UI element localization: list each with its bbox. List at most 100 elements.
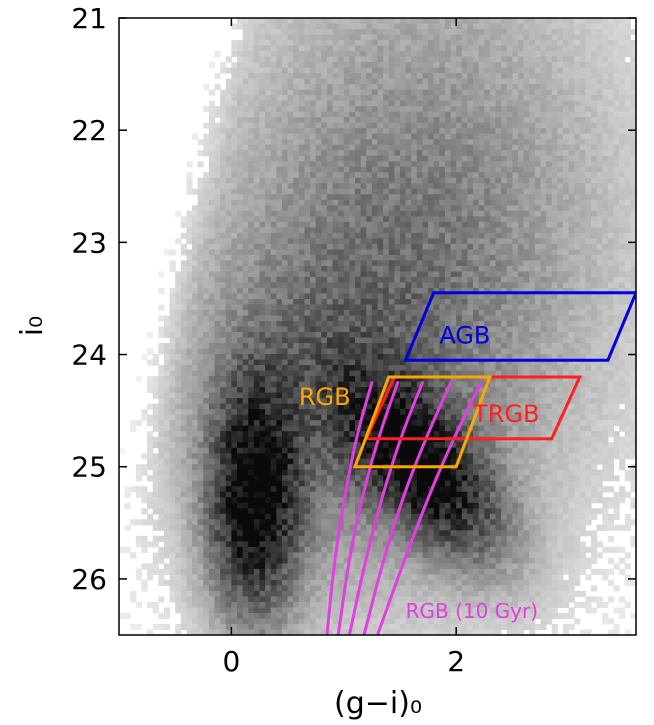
heatmap-cell xyxy=(411,601,418,608)
heatmap-cell xyxy=(242,387,249,394)
heatmap-cell xyxy=(394,414,401,421)
heatmap-cell xyxy=(270,579,277,586)
heatmap-cell xyxy=(315,62,322,69)
heatmap-cell xyxy=(416,216,423,223)
heatmap-cell xyxy=(242,183,249,190)
heatmap-cell xyxy=(276,552,283,559)
heatmap-cell xyxy=(281,568,289,575)
heatmap-cell xyxy=(293,221,300,228)
heatmap-cell xyxy=(197,199,204,206)
heatmap-cell xyxy=(326,508,334,515)
heatmap-cell xyxy=(349,629,356,635)
heatmap-cell xyxy=(197,326,204,333)
heatmap-cell xyxy=(248,287,255,294)
heatmap-cell xyxy=(411,365,418,372)
heatmap-cell xyxy=(242,29,249,36)
heatmap-cell xyxy=(214,199,221,206)
heatmap-cell xyxy=(192,232,199,239)
heatmap-cell xyxy=(231,403,238,410)
heatmap-cell xyxy=(287,552,294,559)
heatmap-cell xyxy=(371,596,378,603)
heatmap-cell xyxy=(248,34,255,41)
heatmap-cell xyxy=(422,139,429,146)
heatmap-cell xyxy=(360,453,367,460)
heatmap-cell xyxy=(349,557,356,564)
heatmap-cell xyxy=(338,89,345,96)
heatmap-cell xyxy=(315,337,322,344)
heatmap-cell xyxy=(360,243,367,250)
heatmap-cell xyxy=(253,475,260,482)
heatmap-cell xyxy=(175,414,182,421)
heatmap-cell xyxy=(270,381,277,388)
heatmap-cell xyxy=(152,425,159,432)
heatmap-cell xyxy=(298,585,305,592)
heatmap-cell xyxy=(287,172,294,179)
heatmap-cell xyxy=(208,546,216,553)
heatmap-cell xyxy=(343,67,350,74)
heatmap-cell xyxy=(208,309,216,316)
heatmap-cell xyxy=(388,491,395,498)
heatmap-cell xyxy=(332,254,339,261)
heatmap-cell xyxy=(411,40,418,47)
heatmap-cell xyxy=(416,84,423,91)
heatmap-cell xyxy=(321,458,328,465)
heatmap-cell xyxy=(265,216,272,223)
heatmap-cell xyxy=(349,45,356,52)
heatmap-cell xyxy=(411,387,418,394)
heatmap-cell xyxy=(270,139,277,146)
heatmap-cell xyxy=(310,62,317,69)
heatmap-cell xyxy=(338,530,345,537)
heatmap-cell xyxy=(242,524,249,531)
heatmap-cell xyxy=(186,387,193,394)
heatmap-cell xyxy=(287,276,294,283)
heatmap-cell xyxy=(315,309,322,316)
heatmap-cell xyxy=(242,227,249,234)
heatmap-cell xyxy=(310,122,317,129)
heatmap-cell xyxy=(411,519,418,526)
heatmap-cell xyxy=(405,144,412,151)
heatmap-cell xyxy=(225,287,232,294)
heatmap-cell xyxy=(208,188,216,195)
heatmap-cell xyxy=(411,51,418,58)
heatmap-cell xyxy=(203,425,210,432)
heatmap-cell xyxy=(270,601,277,608)
heatmap-cell xyxy=(315,326,322,333)
heatmap-cell xyxy=(220,607,227,614)
heatmap-cell xyxy=(270,265,277,272)
heatmap-cell xyxy=(180,590,187,597)
heatmap-cell xyxy=(270,546,277,553)
heatmap-cell xyxy=(326,265,334,272)
heatmap-cell xyxy=(231,166,238,173)
heatmap-cell xyxy=(388,376,395,383)
heatmap-cell xyxy=(360,381,367,388)
heatmap-cell xyxy=(321,78,328,85)
heatmap-cell xyxy=(405,618,412,625)
heatmap-cell xyxy=(152,403,159,410)
heatmap-cell xyxy=(349,84,356,91)
heatmap-cell xyxy=(208,354,216,361)
heatmap-cell xyxy=(416,56,423,63)
heatmap-cell xyxy=(163,530,171,537)
heatmap-cell xyxy=(377,56,384,63)
heatmap-cell xyxy=(237,370,244,377)
heatmap-cell xyxy=(242,150,249,157)
heatmap-cell xyxy=(186,596,193,603)
heatmap-cell xyxy=(338,172,345,179)
heatmap-cell xyxy=(304,541,311,548)
heatmap-cell xyxy=(304,216,311,223)
heatmap-cell xyxy=(248,491,255,498)
heatmap-cell xyxy=(394,535,401,542)
heatmap-cell xyxy=(281,469,289,476)
heatmap-cell xyxy=(287,585,294,592)
heatmap-cell xyxy=(281,249,289,256)
heatmap-cell xyxy=(298,95,305,102)
heatmap-cell xyxy=(371,618,378,625)
heatmap-cell xyxy=(293,100,300,107)
heatmap-cell xyxy=(265,227,272,234)
heatmap-cell xyxy=(287,365,294,372)
heatmap-cell xyxy=(332,491,339,498)
heatmap-cell xyxy=(242,337,249,344)
heatmap-cell xyxy=(220,117,227,124)
heatmap-cell xyxy=(304,370,311,377)
heatmap-cell xyxy=(208,315,216,322)
